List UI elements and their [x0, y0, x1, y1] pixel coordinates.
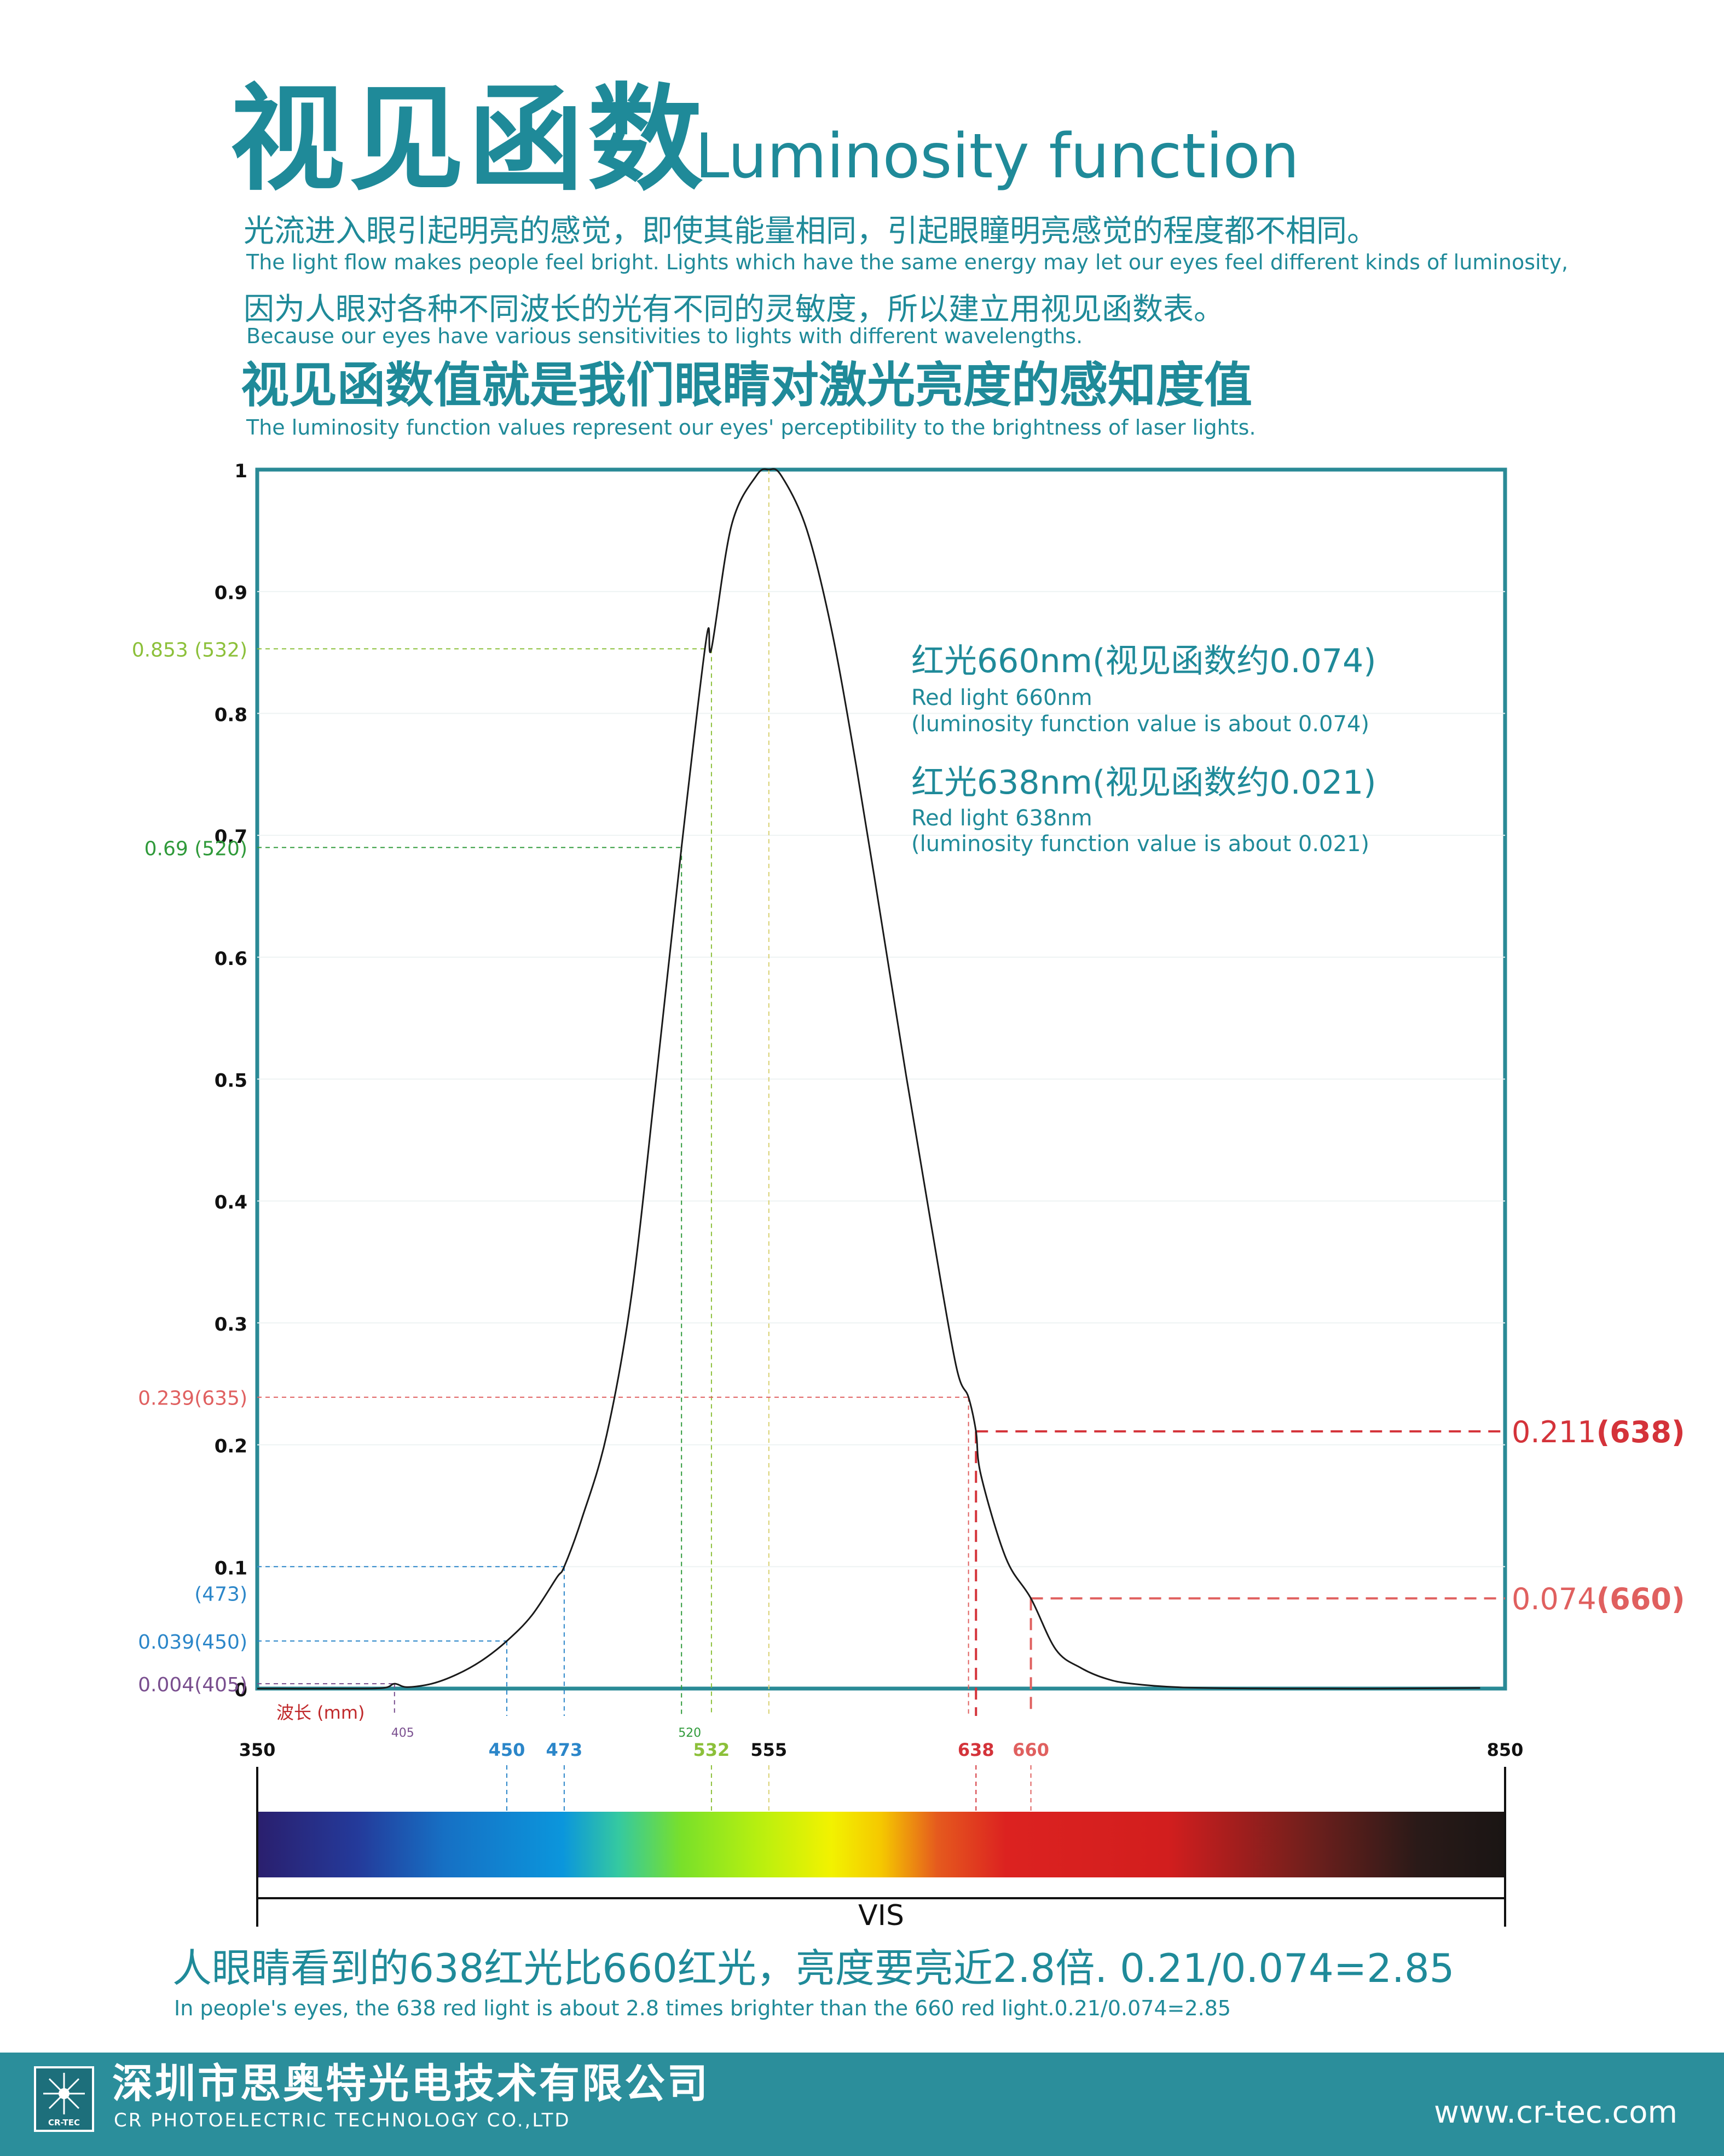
company-name-en: CR PHOTOELECTRIC TECHNOLOGY CO.,LTD [114, 2109, 571, 2131]
x-wavelength-label: 450 [489, 1739, 525, 1760]
intro-line-1-en: The light flow makes people feel bright.… [246, 250, 1569, 274]
y-tick-label: 0.3 [215, 1314, 247, 1336]
x-axis-end-labels: 350 850 [239, 1739, 1524, 1760]
marker-value-label: (473) [194, 1583, 247, 1605]
marker-value-label: 0.039(450) [138, 1631, 247, 1654]
y-tick-label: 0.5 [215, 1070, 247, 1092]
x-wavelength-label: 473 [546, 1739, 582, 1760]
spectrum-bar [256, 1767, 1506, 1927]
y-tick-label: 0 [234, 1679, 247, 1701]
marker-value-label: 0.004(405) [138, 1674, 247, 1696]
spectrum-gradient [257, 1812, 1505, 1877]
luminosity-chart: 0 0.1 0.2 0.3 0.4 0.5 0.6 0.7 0.8 0.9 1 0.004(405)… [132, 460, 1685, 1932]
y-tick-label: 0.6 [215, 948, 247, 970]
y-tick-label: 1 [234, 460, 247, 482]
y-axis-tick-labels: 0 0.1 0.2 0.3 0.4 0.5 0.6 0.7 0.8 0.9 1 [215, 460, 247, 1701]
x-wavelength-label: 405 [391, 1726, 414, 1740]
intro-line-2-en: Because our eyes have various sensitivit… [246, 324, 1083, 348]
page-title-cn: 视见函数 [230, 72, 708, 206]
logo-text: CR-TEC [48, 2118, 80, 2128]
note-660-en-2: (luminosity function value is about 0.07… [911, 712, 1369, 737]
conclusion-en: In people's eyes, the 638 red light is a… [174, 1996, 1231, 2020]
x-wavelength-label: 520 [678, 1726, 701, 1740]
company-name-cn: 深圳市思奥特光电技术有限公司 [112, 2060, 710, 2107]
note-638-cn: 红光638nm(视见函数约0.021) [911, 764, 1376, 802]
marker-labels: 0.004(405) 405 0.039(450) 450 (473) 473 0.69 (… [132, 639, 1685, 1760]
starburst-icon: CR-TEC [43, 2073, 85, 2128]
marker-value-label: 0.853 (532) [132, 639, 247, 661]
note-660-en-1: Red light 660nm [911, 685, 1092, 710]
marker-wavelength-label: (638) [1596, 1415, 1685, 1449]
intro-line-1-cn: 光流进入眼引起明亮的感觉，即使其能量相同，引起眼瞳明亮感觉的程度都不相同。 [244, 213, 1378, 249]
y-tick-label: 0.2 [215, 1436, 247, 1458]
note-638-en-2: (luminosity function value is about 0.02… [911, 831, 1369, 857]
y-tick-label: 0.7 [215, 826, 247, 848]
section-heading-cn: 视见函数值就是我们眼睛对激光亮度的感知度值 [241, 357, 1253, 413]
footer-bar [0, 2053, 1724, 2156]
y-tick-label: 0.4 [215, 1192, 247, 1213]
marker-value-label: 0.69 (520) [144, 837, 247, 860]
y-tick-label: 0.8 [215, 704, 247, 726]
note-638-en-1: Red light 638nm [911, 806, 1092, 831]
marker-value-label: 0.074(660) [1512, 1582, 1685, 1616]
x-wavelength-label: 638 [958, 1739, 994, 1760]
intro-line-2-cn: 因为人眼对各种不同波长的光有不同的灵敏度，所以建立用视见函数表。 [244, 292, 1224, 327]
marker-wavelength-label: (660) [1596, 1582, 1685, 1616]
marker-value-label: 0.239(635) [138, 1388, 247, 1410]
company-logo: CR-TEC [34, 2066, 94, 2132]
x-axis-label: 波长 (mm) [276, 1702, 365, 1723]
luminosity-curve [257, 468, 1480, 1690]
x-wavelength-label: 532 [693, 1739, 730, 1760]
website-link[interactable]: www.cr-tec.com [1434, 2095, 1678, 2130]
x-end-label: 350 [239, 1739, 276, 1760]
section-heading-en: The luminosity function values represent… [246, 415, 1256, 440]
conclusion-cn: 人眼睛看到的638红光比660红光，亮度要亮近2.8倍. 0.21/0.074=… [172, 1945, 1455, 1991]
page-title-en: Luminosity function [695, 121, 1299, 192]
guide-lines [257, 470, 1505, 1812]
grid-lines [257, 591, 1505, 1568]
x-wavelength-label: 555 [750, 1739, 787, 1760]
note-660-cn: 红光660nm(视见函数约0.074) [911, 642, 1376, 680]
x-end-label: 850 [1487, 1739, 1524, 1760]
marker-value-label: 0.211(638) [1512, 1415, 1685, 1449]
y-tick-label: 0.1 [215, 1557, 247, 1579]
y-tick-label: 0.9 [215, 582, 247, 604]
x-wavelength-label: 660 [1013, 1739, 1049, 1760]
vis-label: VIS [858, 1899, 904, 1932]
